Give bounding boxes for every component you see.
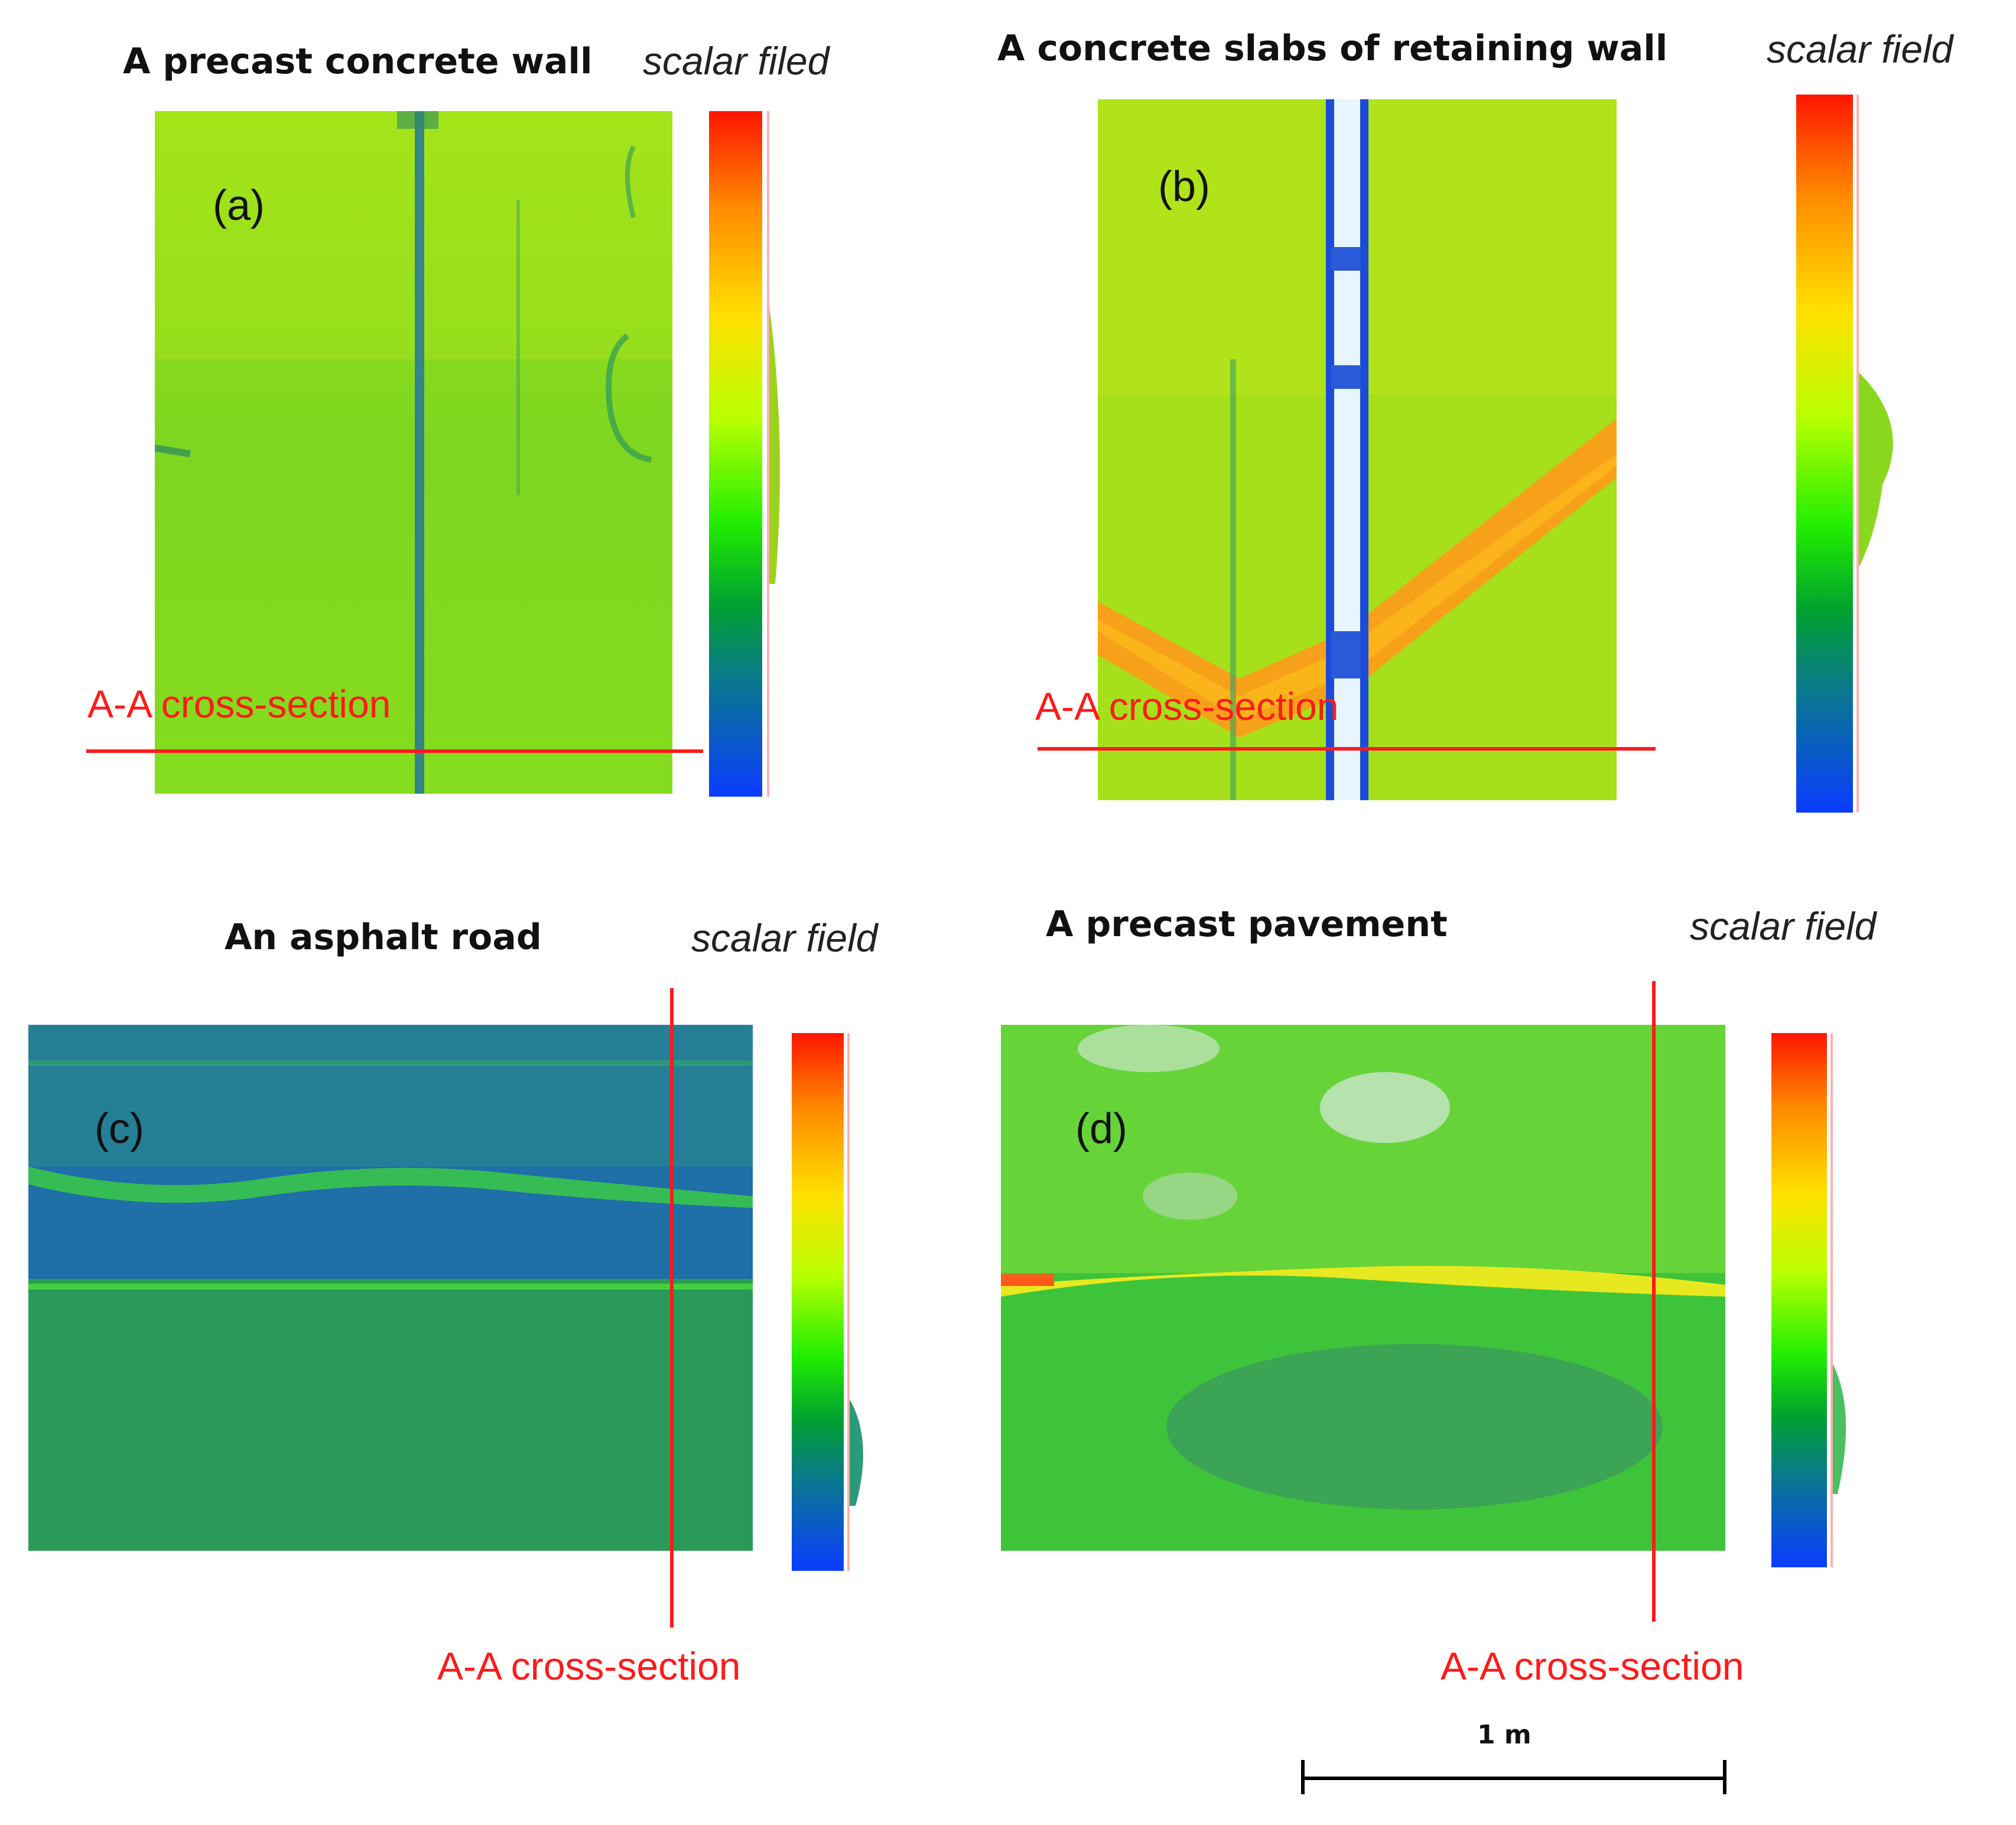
panel-b-colorbar: [1796, 95, 1853, 813]
panel-a-label: (a): [213, 182, 265, 229]
panel-a-image: [155, 111, 672, 794]
panel-c-histogram: [850, 1399, 863, 1506]
panel-a-colorbar: [709, 111, 762, 797]
panel-a-title: A precast concrete wall: [123, 41, 593, 82]
panel-b-scalar-label: scalar field: [1767, 27, 1953, 71]
panel-b-section-line: [1038, 747, 1656, 751]
panel-a-histogram: [769, 306, 780, 584]
panel-d-section-label: A-A cross-section: [1441, 1644, 1744, 1688]
panel-c-section-label: A-A cross-section: [437, 1644, 741, 1688]
panel-c-colorbar: [792, 1033, 844, 1571]
panel-c-title: An asphalt road: [225, 917, 542, 958]
panel-c-histogram-axis: [847, 1033, 850, 1571]
panel-d-section-line: [1652, 981, 1656, 1622]
panel-a-histogram-axis: [767, 111, 769, 797]
panel-b-image: [1098, 99, 1617, 800]
panel-b-label: (b): [1158, 163, 1210, 210]
panel-d-colorbar: [1771, 1033, 1827, 1567]
scale-bar-right-tick: [1723, 1760, 1726, 1794]
panel-d-image: [1001, 1025, 1725, 1551]
panel-a-scalar-label: scalar filed: [643, 39, 830, 83]
panel-c-section-line: [670, 988, 674, 1628]
panel-b-title: A concrete slabs of retaining wall: [997, 28, 1668, 69]
scale-bar-label: 1 m: [1477, 1720, 1531, 1750]
panel-d-histogram-axis: [1830, 1033, 1833, 1567]
scale-bar-left-tick: [1301, 1760, 1305, 1794]
scale-bar-line: [1301, 1777, 1726, 1780]
panel-a-section-line: [86, 749, 703, 753]
panel-b-histogram: [1859, 372, 1893, 567]
panel-c-scalar-label: scalar field: [691, 916, 878, 960]
panel-d-histogram: [1833, 1364, 1846, 1494]
panel-d-label: (d): [1075, 1105, 1127, 1152]
panel-c-image: [28, 1025, 753, 1551]
panel-a-section-label: A-A cross-section: [87, 682, 391, 726]
panel-b-section-label: A-A cross-section: [1035, 684, 1339, 728]
panel-d-scalar-label: scalar field: [1690, 904, 1877, 948]
panel-b-histogram-axis: [1856, 95, 1859, 813]
panel-c-label: (c): [95, 1105, 144, 1152]
panel-d-title: A precast pavement: [1046, 904, 1448, 945]
